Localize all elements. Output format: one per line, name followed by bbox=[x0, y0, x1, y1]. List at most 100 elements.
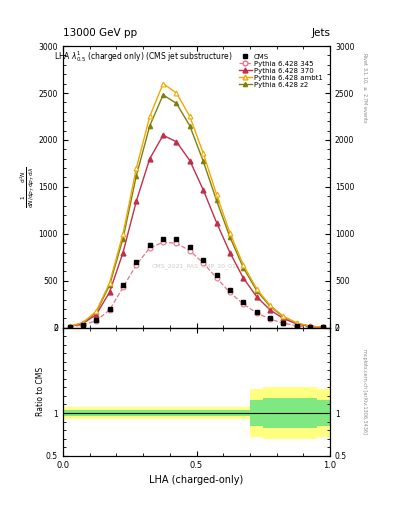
CMS bbox=[294, 323, 299, 329]
CMS bbox=[187, 244, 192, 250]
Pythia 6.428 345 bbox=[201, 260, 206, 266]
Pythia 6.428 ambt1 bbox=[121, 231, 125, 237]
Pythia 6.428 ambt1 bbox=[214, 191, 219, 198]
Pythia 6.428 ambt1 bbox=[281, 313, 286, 319]
Pythia 6.428 370 bbox=[81, 321, 85, 327]
CMS bbox=[67, 324, 72, 330]
Pythia 6.428 z2 bbox=[214, 198, 219, 204]
Text: LHA $\lambda^1_{0.5}$ (charged only) (CMS jet substructure): LHA $\lambda^1_{0.5}$ (charged only) (CM… bbox=[54, 49, 232, 64]
Pythia 6.428 370 bbox=[161, 132, 165, 138]
Y-axis label: $\frac{1}{\mathrm{d}N/\mathrm{d}p_T} \frac{\mathrm{d}^2 N}{\mathrm{d}p_T\,\mathr: $\frac{1}{\mathrm{d}N/\mathrm{d}p_T} \fr… bbox=[19, 166, 37, 208]
Pythia 6.428 ambt1 bbox=[254, 286, 259, 292]
CMS bbox=[161, 236, 165, 242]
Pythia 6.428 345 bbox=[121, 284, 125, 290]
Pythia 6.428 ambt1 bbox=[174, 90, 179, 96]
CMS bbox=[281, 319, 286, 326]
X-axis label: LHA (charged-only): LHA (charged-only) bbox=[149, 475, 244, 485]
Pythia 6.428 ambt1 bbox=[81, 319, 85, 326]
Pythia 6.428 345 bbox=[228, 289, 232, 295]
Pythia 6.428 370 bbox=[147, 156, 152, 162]
CMS bbox=[228, 287, 232, 293]
Pythia 6.428 ambt1 bbox=[308, 323, 312, 329]
Text: CMS_2021_PAS_SMP_20_010: CMS_2021_PAS_SMP_20_010 bbox=[152, 263, 241, 269]
Line: CMS: CMS bbox=[67, 236, 326, 330]
Pythia 6.428 ambt1 bbox=[67, 323, 72, 329]
Text: Rivet 3.1.10, $\geq$ 2.7M events: Rivet 3.1.10, $\geq$ 2.7M events bbox=[361, 52, 369, 123]
CMS bbox=[254, 309, 259, 315]
Pythia 6.428 ambt1 bbox=[241, 262, 246, 268]
CMS bbox=[107, 306, 112, 312]
Pythia 6.428 345 bbox=[81, 322, 85, 328]
Pythia 6.428 370 bbox=[241, 275, 246, 281]
CMS bbox=[94, 317, 99, 323]
Pythia 6.428 345 bbox=[187, 248, 192, 254]
Text: mcplots.cern.ch [arXiv:1306.3436]: mcplots.cern.ch [arXiv:1306.3436] bbox=[362, 349, 367, 434]
Pythia 6.428 z2 bbox=[281, 314, 286, 320]
CMS bbox=[121, 283, 125, 289]
Pythia 6.428 ambt1 bbox=[321, 324, 326, 330]
Pythia 6.428 370 bbox=[134, 198, 139, 204]
Pythia 6.428 370 bbox=[308, 323, 312, 329]
Pythia 6.428 ambt1 bbox=[187, 114, 192, 120]
Pythia 6.428 ambt1 bbox=[147, 114, 152, 120]
Pythia 6.428 345 bbox=[308, 324, 312, 330]
Pythia 6.428 345 bbox=[241, 301, 246, 307]
Pythia 6.428 370 bbox=[107, 289, 112, 295]
Pythia 6.428 370 bbox=[201, 187, 206, 193]
Pythia 6.428 z2 bbox=[81, 319, 85, 326]
Pythia 6.428 345 bbox=[268, 316, 272, 322]
CMS bbox=[147, 242, 152, 248]
CMS bbox=[268, 315, 272, 322]
Line: Pythia 6.428 345: Pythia 6.428 345 bbox=[67, 240, 326, 330]
Pythia 6.428 z2 bbox=[67, 324, 72, 330]
Pythia 6.428 z2 bbox=[187, 123, 192, 129]
CMS bbox=[241, 299, 246, 305]
Pythia 6.428 z2 bbox=[134, 173, 139, 179]
CMS bbox=[134, 259, 139, 265]
Pythia 6.428 z2 bbox=[294, 320, 299, 326]
Pythia 6.428 z2 bbox=[161, 92, 165, 98]
Pythia 6.428 345 bbox=[294, 323, 299, 329]
Pythia 6.428 z2 bbox=[94, 309, 99, 315]
Pythia 6.428 345 bbox=[107, 307, 112, 313]
Y-axis label: Ratio to CMS: Ratio to CMS bbox=[35, 367, 44, 416]
Pythia 6.428 370 bbox=[281, 315, 286, 322]
Pythia 6.428 370 bbox=[321, 324, 326, 330]
Pythia 6.428 370 bbox=[174, 139, 179, 145]
Line: Pythia 6.428 370: Pythia 6.428 370 bbox=[67, 133, 326, 330]
Pythia 6.428 ambt1 bbox=[294, 320, 299, 326]
Pythia 6.428 345 bbox=[67, 324, 72, 330]
Pythia 6.428 z2 bbox=[321, 324, 326, 330]
Pythia 6.428 ambt1 bbox=[268, 302, 272, 308]
Pythia 6.428 ambt1 bbox=[228, 230, 232, 236]
Pythia 6.428 370 bbox=[254, 294, 259, 300]
Pythia 6.428 370 bbox=[228, 249, 232, 255]
Pythia 6.428 z2 bbox=[268, 303, 272, 309]
Pythia 6.428 345 bbox=[281, 320, 286, 326]
Pythia 6.428 345 bbox=[147, 245, 152, 251]
Text: Jets: Jets bbox=[311, 28, 330, 38]
Pythia 6.428 z2 bbox=[147, 123, 152, 129]
Line: Pythia 6.428 ambt1: Pythia 6.428 ambt1 bbox=[67, 81, 326, 330]
Legend: CMS, Pythia 6.428 345, Pythia 6.428 370, Pythia 6.428 ambt1, Pythia 6.428 z2: CMS, Pythia 6.428 345, Pythia 6.428 370,… bbox=[238, 52, 324, 89]
Pythia 6.428 ambt1 bbox=[107, 280, 112, 286]
Pythia 6.428 z2 bbox=[241, 265, 246, 271]
Pythia 6.428 370 bbox=[214, 220, 219, 226]
CMS bbox=[308, 324, 312, 330]
Pythia 6.428 ambt1 bbox=[94, 308, 99, 314]
Pythia 6.428 z2 bbox=[254, 287, 259, 293]
CMS bbox=[81, 322, 85, 328]
Pythia 6.428 370 bbox=[67, 324, 72, 330]
Pythia 6.428 345 bbox=[94, 317, 99, 324]
CMS bbox=[201, 257, 206, 263]
Pythia 6.428 345 bbox=[134, 262, 139, 268]
Pythia 6.428 345 bbox=[214, 275, 219, 281]
Pythia 6.428 z2 bbox=[228, 234, 232, 240]
Line: Pythia 6.428 z2: Pythia 6.428 z2 bbox=[68, 93, 325, 329]
Pythia 6.428 z2 bbox=[107, 282, 112, 288]
Pythia 6.428 z2 bbox=[201, 158, 206, 164]
Pythia 6.428 370 bbox=[187, 158, 192, 164]
CMS bbox=[214, 272, 219, 278]
Pythia 6.428 ambt1 bbox=[201, 150, 206, 156]
Pythia 6.428 370 bbox=[268, 307, 272, 313]
